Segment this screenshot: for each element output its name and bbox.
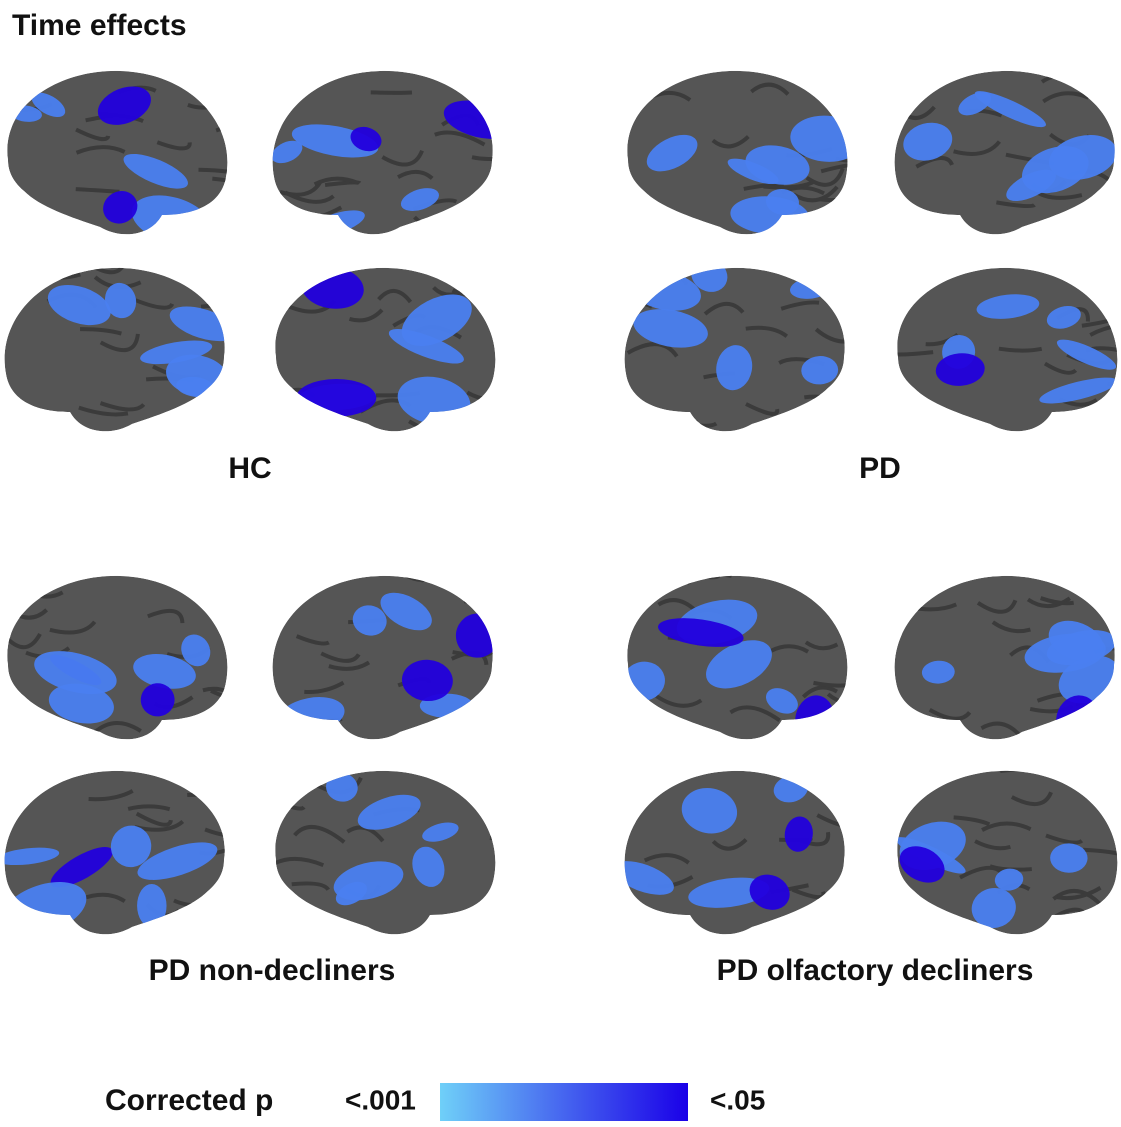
brain-surface (268, 71, 520, 242)
brain-surface (0, 71, 261, 252)
panel-label: PD non-decliners (149, 954, 396, 987)
brain-surface (895, 576, 1121, 748)
panel-label: PD olfactory decliners (717, 954, 1034, 987)
brain-surface (618, 572, 878, 746)
colorbar (440, 1083, 688, 1121)
figure-title: Time effects (12, 9, 187, 42)
brain-surface (273, 571, 514, 740)
colorbar-title: Corrected p (105, 1084, 273, 1117)
brain-surface (5, 576, 266, 739)
brain-surface (895, 68, 1121, 235)
brain-grid (0, 68, 1121, 946)
brain-surface (272, 759, 536, 934)
panel-label: HC (228, 452, 271, 485)
brain-surface (268, 263, 514, 432)
brain-surface (891, 268, 1121, 431)
figure: Time effects HC PD PD non-decliners PD o… (0, 0, 1121, 1122)
colorbar-high-label: <.05 (710, 1084, 765, 1115)
colorbar-low-label: <.001 (345, 1084, 416, 1115)
brain-surface (608, 761, 882, 934)
brain-surface (622, 252, 872, 431)
panel-label: PD (859, 452, 901, 485)
brain-surface (5, 260, 259, 431)
brain-surface (0, 771, 252, 945)
brain-surface (627, 69, 896, 237)
brain-surface (893, 769, 1121, 934)
